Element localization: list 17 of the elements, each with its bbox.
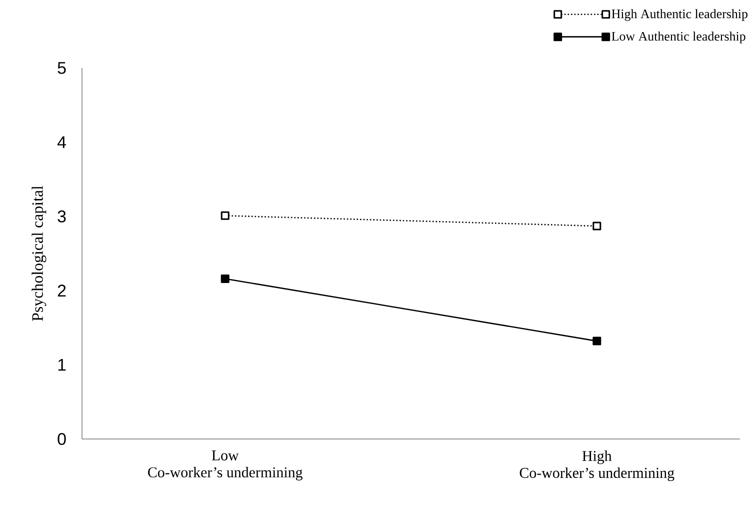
x-tick-label: Low [212, 450, 239, 460]
y-tick-label: 2 [58, 284, 66, 297]
point [220, 274, 230, 283]
x-tick-label: High [582, 450, 612, 464]
y-axis-title: Psychological capital [32, 186, 46, 321]
point [592, 336, 602, 346]
text: Co-worker’s undermining [520, 467, 674, 482]
y-tick-label: 5 [58, 62, 66, 74]
point [592, 222, 602, 230]
legend-label: High Authentic leadership [612, 9, 748, 21]
y-tick-label: 0 [58, 433, 66, 445]
point [220, 211, 230, 220]
legend-label: Low Authentic leadership [612, 32, 746, 44]
y-tick-label: 3 [58, 210, 66, 222]
x-axis-title: Co-worker’s undermining [148, 466, 303, 480]
y-tick-label: 1 [58, 358, 66, 371]
y-tick-label: 4 [57, 136, 66, 148]
